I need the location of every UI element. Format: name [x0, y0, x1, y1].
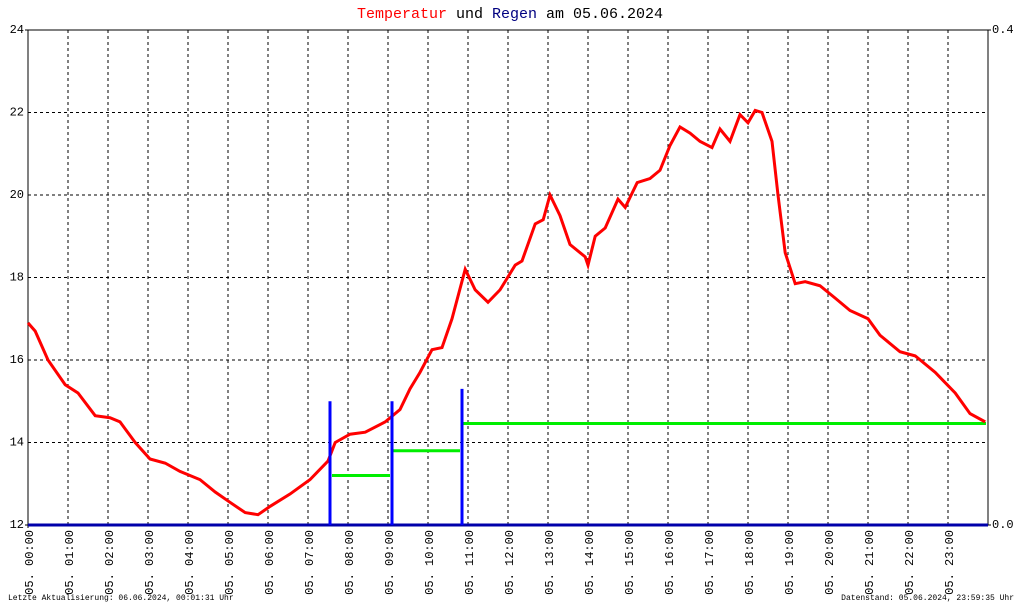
- x-tick-label: 05. 07:00: [303, 530, 317, 595]
- y2-tick-label: 0.0: [992, 518, 1014, 532]
- x-tick-label: 05. 10:00: [423, 530, 437, 595]
- title-part: und: [456, 6, 483, 23]
- x-tick-label: 05. 01:00: [63, 530, 77, 595]
- x-tick-label: 05. 13:00: [543, 530, 557, 595]
- x-tick-label: 05. 19:00: [783, 530, 797, 595]
- data-line: [26, 108, 986, 517]
- x-tick-label: 05. 08:00: [343, 530, 357, 595]
- title-part: am 05.06.2024: [546, 6, 663, 23]
- x-tick-label: 05. 22:00: [903, 530, 917, 595]
- x-tick-label: 05. 03:00: [143, 530, 157, 595]
- y-tick-label: 12: [10, 518, 24, 532]
- rain-bar: [460, 388, 464, 525]
- x-tick-label: 05. 09:00: [383, 530, 397, 595]
- y-tick-label: 16: [10, 353, 24, 367]
- x-tick-label: 05. 02:00: [103, 530, 117, 595]
- title-part: Regen: [492, 6, 537, 23]
- y-tick-label: 22: [10, 106, 24, 120]
- y-tick-label: 18: [10, 271, 24, 285]
- footer-right: Datenstand: 05.06.2024, 23:59:35 Uhr: [841, 594, 1014, 603]
- y2-tick-label: 0.4: [992, 23, 1014, 37]
- x-tick-label: 05. 17:00: [703, 530, 717, 595]
- y-tick-label: 20: [10, 188, 24, 202]
- x-tick-label: 05. 14:00: [583, 530, 597, 595]
- x-tick-label: 05. 06:00: [263, 530, 277, 595]
- x-tick-label: 05. 15:00: [623, 530, 637, 595]
- x-tick-label: 05. 00:00: [23, 530, 37, 595]
- x-tick-label: 05. 20:00: [823, 530, 837, 595]
- x-tick-label: 05. 21:00: [863, 530, 877, 595]
- y-tick-label: 24: [10, 23, 24, 37]
- x-tick-label: 05. 23:00: [943, 530, 957, 595]
- footer-left: Letzte Aktualisierung: 06.06.2024, 00:01…: [8, 594, 234, 603]
- x-tick-label: 05. 18:00: [743, 530, 757, 595]
- y-tick-label: 14: [10, 436, 24, 450]
- x-tick-label: 05. 04:00: [183, 530, 197, 595]
- x-tick-label: 05. 11:00: [463, 530, 477, 595]
- x-tick-label: 05. 12:00: [503, 530, 517, 595]
- x-tick-label: 05. 05:00: [223, 530, 237, 595]
- rain-bar: [328, 401, 332, 525]
- x-tick-label: 05. 16:00: [663, 530, 677, 595]
- title-part: Temperatur: [357, 6, 447, 23]
- chart-title: Temperatur und Regen am 05.06.2024: [357, 6, 663, 23]
- rain-bar: [390, 401, 394, 525]
